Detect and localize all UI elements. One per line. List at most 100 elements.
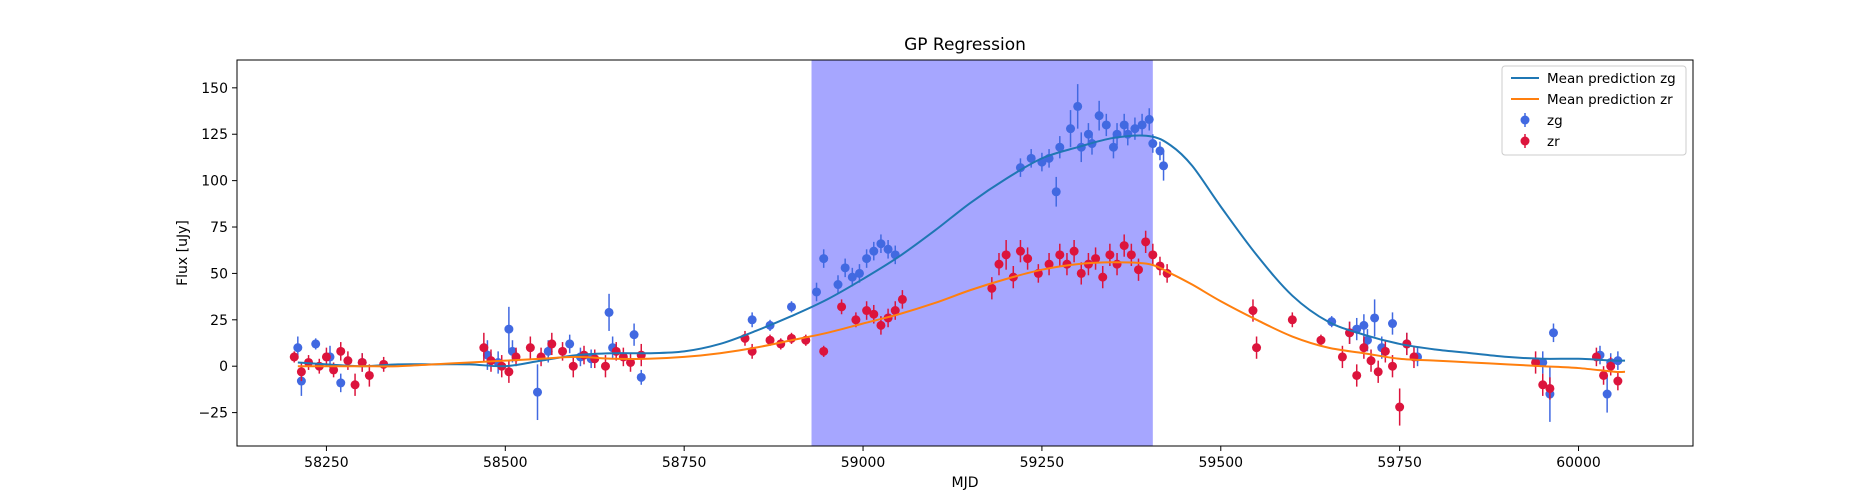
data-point	[890, 306, 900, 316]
data-point	[1001, 250, 1011, 260]
mean-line-zg	[297, 134, 1626, 368]
data-point	[1148, 250, 1158, 260]
legend-marker-swatch	[1520, 136, 1530, 146]
data-point	[336, 378, 346, 388]
x-tick-label: 58250	[304, 455, 349, 471]
data-point	[840, 263, 850, 273]
data-point	[1337, 352, 1347, 362]
data-point	[1134, 265, 1144, 275]
data-point	[1287, 315, 1297, 325]
data-point	[1015, 246, 1025, 256]
data-point	[847, 272, 857, 282]
data-point	[987, 283, 997, 293]
data-point	[479, 343, 489, 353]
data-point	[1144, 114, 1154, 124]
data-point	[1380, 346, 1390, 356]
data-point	[1076, 268, 1086, 278]
data-point	[289, 352, 299, 362]
x-tick-label: 58750	[662, 455, 707, 471]
data-point	[1051, 187, 1061, 197]
data-point	[876, 239, 886, 249]
x-tick-label: 59250	[1020, 455, 1065, 471]
data-point	[504, 367, 514, 377]
data-point	[1108, 142, 1118, 152]
data-point	[558, 346, 568, 356]
y-tick-label: 100	[201, 174, 228, 190]
y-tick-label: −25	[198, 406, 228, 422]
data-point	[296, 367, 306, 377]
y-tick-label: 150	[201, 81, 228, 97]
data-point	[1155, 146, 1165, 156]
data-point	[1545, 383, 1555, 393]
data-point	[1316, 335, 1326, 345]
data-point	[1026, 153, 1036, 163]
data-point	[1101, 120, 1111, 130]
data-point	[590, 354, 600, 364]
data-point	[1370, 313, 1380, 323]
data-point	[1359, 343, 1369, 353]
data-point	[1119, 120, 1129, 130]
data-point	[862, 306, 872, 316]
x-tick-label: 59000	[841, 455, 886, 471]
data-point	[1602, 389, 1612, 399]
data-point	[321, 352, 331, 362]
y-tick-label: 25	[210, 313, 228, 329]
data-point	[812, 287, 822, 297]
y-axis-label: Flux [uJy]	[175, 220, 191, 286]
data-point	[364, 370, 374, 380]
data-point	[293, 343, 303, 353]
legend-label: zg	[1547, 113, 1563, 129]
y-tick-label: 50	[210, 266, 228, 282]
data-point	[1044, 259, 1054, 269]
data-point	[1599, 370, 1609, 380]
data-point	[565, 339, 575, 349]
data-point	[1387, 361, 1397, 371]
data-point	[1159, 161, 1169, 171]
data-point	[1015, 163, 1025, 173]
data-point	[1091, 254, 1101, 264]
data-point	[851, 315, 861, 325]
x-tick-label: 58500	[483, 455, 528, 471]
data-point	[311, 339, 321, 349]
data-point	[1119, 241, 1129, 251]
data-point	[1112, 259, 1122, 269]
y-tick-label: 125	[201, 127, 228, 143]
y-tick-label: 75	[210, 220, 228, 236]
data-point	[568, 361, 578, 371]
data-point	[533, 387, 543, 397]
data-point	[600, 361, 610, 371]
data-point	[1548, 328, 1558, 338]
data-point	[786, 302, 796, 312]
x-tick-label: 60000	[1556, 455, 1601, 471]
data-point	[1105, 250, 1115, 260]
legend-box	[1501, 65, 1687, 156]
data-point	[1094, 111, 1104, 121]
data-point	[747, 315, 757, 325]
data-point	[1538, 357, 1548, 367]
data-point	[1352, 370, 1362, 380]
data-point	[1613, 376, 1623, 386]
legend: Mean prediction zg Mean prediction zr zg zr	[1501, 65, 1687, 156]
data-point	[994, 259, 1004, 269]
data-point	[854, 268, 864, 278]
legend-label: Mean prediction zr	[1547, 92, 1673, 108]
x-axis-label: MJD	[952, 475, 979, 491]
data-point	[876, 320, 886, 330]
data-point	[1148, 139, 1158, 149]
data-point	[1373, 367, 1383, 377]
data-point	[343, 356, 353, 366]
data-point	[1538, 380, 1548, 390]
x-tick-label: 59500	[1199, 455, 1244, 471]
data-point	[765, 335, 775, 345]
data-point	[883, 244, 893, 254]
y-axis-ticks: −25 0 25 50 75 100 125 150	[198, 81, 237, 422]
data-point	[1362, 335, 1372, 345]
data-point	[862, 254, 872, 264]
legend-label: Mean prediction zg	[1547, 71, 1676, 87]
data-point	[1248, 306, 1258, 316]
data-point	[833, 280, 843, 290]
data-point	[819, 254, 829, 264]
data-point	[1073, 101, 1083, 111]
data-point	[869, 309, 879, 319]
